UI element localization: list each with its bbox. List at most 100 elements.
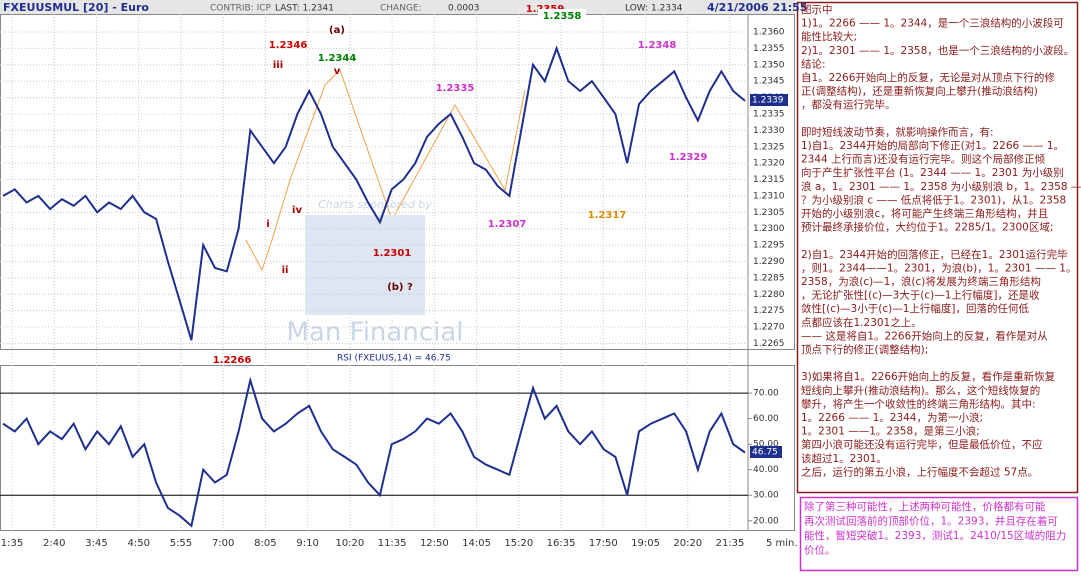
footer-line: 能性，暂短突破1。2393，测试1。2410/15区域的阻力 — [804, 529, 1066, 542]
y-tick-label: 1.2325 — [753, 142, 785, 152]
note-line: 2)自1。2344开始的回落修正，已经在1。2301运行完毕 — [801, 248, 1068, 261]
note-line: 结论: — [801, 57, 826, 70]
notes-box — [796, 1, 1079, 494]
annotation: ii — [282, 265, 289, 276]
y-tick-label: 1.2350 — [753, 60, 785, 70]
note-line: 1。2301 ——1。2358，是第三小浪; — [801, 425, 980, 438]
last-value-box — [750, 94, 788, 106]
y-tick-label: 1.2265 — [753, 339, 785, 349]
note-line: 顶点下行的修正(调整结构); — [801, 343, 928, 356]
annotation: 1.2266 — [213, 355, 252, 366]
note-line: 该超过1。2301。 — [801, 452, 887, 465]
last-value: 46.75 — [752, 448, 778, 458]
y-tick-label: 1.2310 — [753, 191, 785, 201]
x-tick-label: 10:20 — [335, 538, 364, 549]
annotation: 1.2344 — [318, 53, 357, 64]
datetime: 4/21/2006 21:55 — [707, 1, 807, 14]
watermark: Man Financial — [287, 318, 464, 348]
footer-line: 价位。 — [804, 544, 836, 557]
note-line: 浪 a，1。2301 —— 1。2358 为小级别浪 b，1。2358 —— — [801, 180, 1081, 193]
y-tick-label: 1.2345 — [753, 77, 785, 87]
contrib: CONTRIB: ICP — [210, 4, 272, 14]
x-tick-label: 5:55 — [170, 538, 192, 549]
annotation: (b) ? — [387, 282, 413, 293]
annotation-box — [538, 9, 586, 22]
y-tick-label: 60.00 — [753, 414, 779, 424]
rsi-panel — [0, 365, 795, 531]
x-tick-label: 12:50 — [420, 538, 449, 549]
rsi-title: RSI (FXEUUS,14) = 46.75 — [337, 354, 451, 364]
note-line: 图示中 — [801, 3, 833, 16]
y-tick-label: 1.2330 — [753, 126, 785, 136]
series-line — [2, 376, 746, 528]
note-line: ，则1。2344——1。2301，为浪(b)，1。2301 —— 1。 — [801, 261, 1076, 274]
y-tick-label: 1.2290 — [753, 257, 785, 267]
y-tick-label: 30.00 — [753, 491, 779, 501]
annotation: 1.2348 — [638, 40, 677, 51]
change: 0.0003 — [448, 4, 480, 14]
last: LAST: 1.2341 — [275, 4, 334, 14]
y-tick-label: 1.2295 — [753, 241, 785, 251]
last-value: 1.2339 — [752, 96, 784, 106]
note-line: 自1。2266开始向上的反复，无论是对从顶点下行的修 — [801, 71, 1055, 84]
footer-box — [799, 496, 1079, 572]
annotation: 1.2317 — [588, 210, 627, 221]
y-tick-label: 1.2280 — [753, 290, 785, 300]
x-tick-label: 15:20 — [504, 538, 533, 549]
watermark-logo — [305, 215, 425, 315]
note-line: 1。2266 —— 1。2344，为第一小浪; — [801, 411, 983, 424]
annotation: 1.2335 — [436, 83, 475, 94]
note-line: —— 这是将自1。2266开始向上的反复，看作是对从 — [801, 329, 1048, 342]
note-line: 敛性[(c)—3小于(c)—1上行幅度]，回落的任何低 — [801, 302, 1029, 315]
annotation: v — [334, 66, 341, 77]
footer-line: 除了第三种可能性，上述两种可能性，价格都有可能 — [804, 500, 1046, 513]
note-line: 之后，运行的第五小浪，上行幅度不会超过 57点。 — [801, 465, 1038, 478]
footer-line: 再次测试回落前的顶部价位，1。2393，并且存在着可 — [804, 515, 1058, 528]
x-tick-label: 17:50 — [589, 538, 618, 549]
y-tick-label: 1.2300 — [753, 224, 785, 234]
x-unit: 5 min. — [766, 538, 798, 549]
y-tick-label: 1.2305 — [753, 208, 785, 218]
note-line: 3)如果将自1。2266开始向上的反复，看作是重新恢复 — [801, 370, 1056, 383]
y-tick-label: 40.00 — [753, 465, 779, 475]
y-tick-label: 1.2285 — [753, 273, 785, 283]
x-tick-label: 4:50 — [127, 538, 149, 549]
last-value-box — [750, 446, 782, 458]
note-line: 能性比较大; — [801, 30, 857, 43]
x-tick-label: 21:35 — [716, 538, 745, 549]
note-line: ？为小级别浪 c —— 低点将低于1。2301)，从1。2358 — [801, 193, 1066, 206]
note-line: ，无论扩张性[(c)—3大于(c)—1上行幅度]，还是收 — [801, 289, 1040, 302]
annotation: 1.2346 — [269, 40, 308, 51]
watermark: Charts sponsored by — [318, 198, 432, 211]
header-bar — [0, 0, 795, 14]
note-line: 1)1。2266 —— 1。2344，是一个三浪结构的小波段可 — [801, 17, 1064, 30]
note-line: 2344 上行而言)还没有运行完毕。则这个局部修正倾 — [801, 153, 1046, 166]
y-tick-label: 1.2275 — [753, 306, 785, 316]
y-tick-label: 1.2335 — [753, 109, 785, 119]
annotation: i — [266, 219, 269, 230]
annotation: iv — [292, 205, 302, 216]
y-tick-label: 1.2270 — [753, 323, 785, 333]
annotation: (a) — [329, 25, 345, 36]
y-tick-label: 20.00 — [753, 516, 779, 526]
note-line: 短线向上攀升(推动浪结构)。那么，这个短线恢复的 — [801, 384, 1040, 397]
annotation: 1.2307 — [488, 219, 527, 230]
y-tick-label: 50.00 — [753, 440, 779, 450]
y-tick-label: 1.2320 — [753, 159, 785, 169]
series-line — [2, 45, 746, 341]
note-line: 开始的小级别浪c，将可能产生终端三角形结构，并且 — [801, 207, 1048, 220]
annotation: iii — [273, 60, 283, 71]
note-line: 即时短线波动节奏，就影响操作而言，有: — [801, 125, 994, 138]
note-line: 第四小浪可能还没有运行完毕，但是最低价位，不应 — [801, 438, 1043, 451]
note-line: 1)自1。2344开始的局部向下修正(对1。2266 —— 1。 — [801, 139, 1064, 152]
x-tick-label: 11:35 — [378, 538, 407, 549]
x-tick-label: 16:35 — [547, 538, 576, 549]
x-tick-label: 7:00 — [212, 538, 234, 549]
note-line: 攀升，将产生一个收敛性的终端三角形结构。其中: — [801, 397, 1036, 410]
note-line: ，都没有运行完毕。 — [801, 98, 896, 111]
x-tick-label: 1:35 — [1, 538, 23, 549]
note-line: 正(调整结构)，还是重新恢复向上攀升(推动浪结构) — [801, 85, 1038, 98]
change-label: CHANGE: — [380, 4, 422, 14]
y-tick-label: 70.00 — [753, 389, 779, 399]
